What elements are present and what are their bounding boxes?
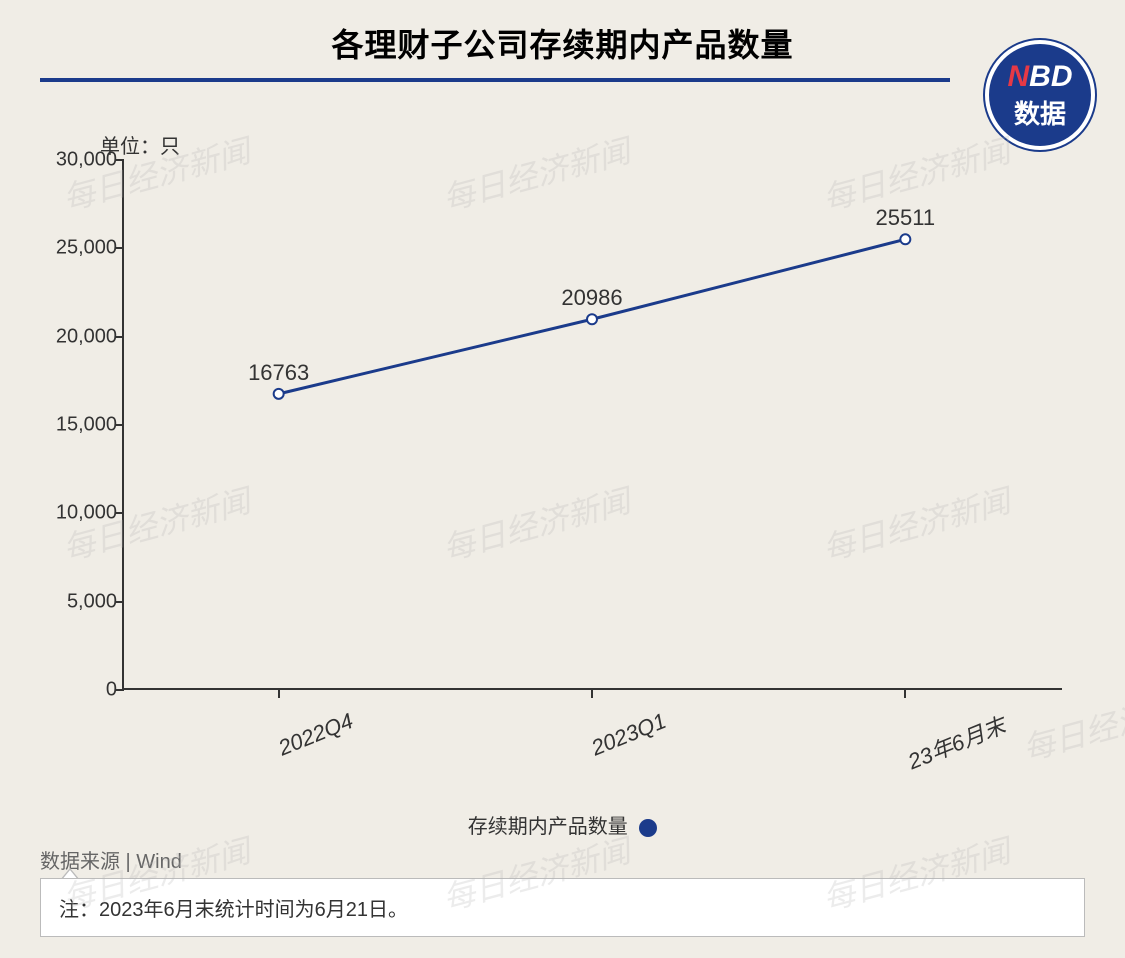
- badge-bd: BD: [1029, 60, 1072, 93]
- legend-label: 存续期内产品数量: [468, 816, 628, 838]
- data-label: 16763: [248, 360, 309, 386]
- ytick-label: 0: [42, 679, 117, 702]
- xtick-mark: [904, 690, 906, 698]
- note-text: 注：2023年6月末统计时间为6月21日。: [59, 899, 408, 921]
- ytick-mark: [116, 247, 124, 249]
- data-label: 20986: [561, 285, 622, 311]
- ytick-mark: [116, 689, 124, 691]
- ytick-label: 10,000: [42, 502, 117, 525]
- badge-n: N: [1007, 60, 1029, 93]
- data-marker: [274, 389, 284, 399]
- ytick-label: 5,000: [42, 590, 117, 613]
- data-marker: [900, 234, 910, 244]
- data-marker: [587, 314, 597, 324]
- legend: 存续期内产品数量: [0, 810, 1125, 839]
- chart-area: 05,00010,00015,00020,00025,00030,0002022…: [40, 160, 1085, 740]
- xtick-mark: [591, 690, 593, 698]
- ytick-label: 20,000: [42, 325, 117, 348]
- ytick-mark: [116, 512, 124, 514]
- chart-title: 各理财子公司存续期内产品数量: [331, 20, 793, 66]
- ytick-mark: [116, 601, 124, 603]
- note-box: 注：2023年6月末统计时间为6月21日。: [40, 878, 1085, 937]
- xtick-label: 23年6月末: [903, 708, 1010, 776]
- ytick-label: 15,000: [42, 414, 117, 437]
- nbd-badge: NBD 数据: [985, 40, 1095, 150]
- xtick-mark: [278, 690, 280, 698]
- ytick-label: 25,000: [42, 237, 117, 260]
- legend-dot: [639, 819, 657, 837]
- data-label: 25511: [876, 205, 936, 231]
- ytick-label: 30,000: [42, 149, 117, 172]
- title-underline: [40, 78, 950, 82]
- xtick-label: 2022Q4: [274, 708, 356, 761]
- badge-sub: 数据: [1014, 94, 1066, 131]
- ytick-mark: [116, 159, 124, 161]
- ytick-mark: [116, 336, 124, 338]
- xtick-label: 2023Q1: [588, 708, 670, 761]
- line-series: [122, 160, 1062, 690]
- ytick-mark: [116, 424, 124, 426]
